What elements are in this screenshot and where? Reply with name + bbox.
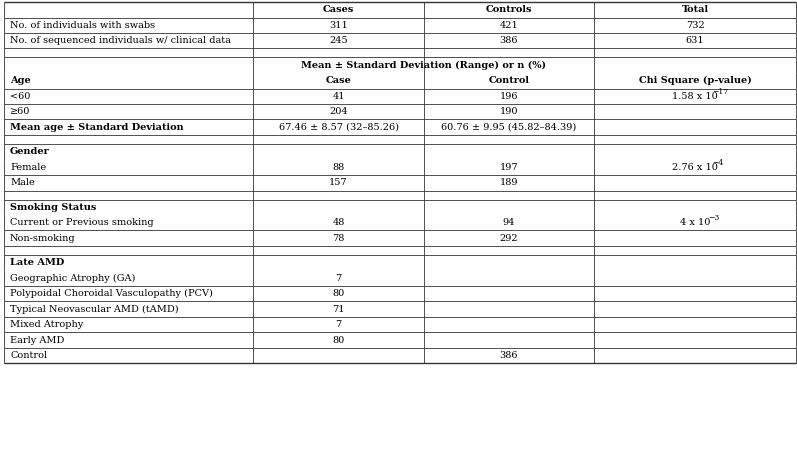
Text: 204: 204 [329, 107, 348, 116]
Text: 245: 245 [329, 36, 348, 45]
Text: 7: 7 [336, 320, 342, 329]
Text: Age: Age [10, 76, 31, 85]
Text: Male: Male [10, 178, 35, 187]
Text: 71: 71 [332, 305, 345, 314]
Text: Controls: Controls [485, 5, 532, 14]
Text: −4: −4 [713, 159, 724, 167]
Text: Non-smoking: Non-smoking [10, 234, 76, 243]
Text: Mixed Atrophy: Mixed Atrophy [10, 320, 83, 329]
Text: 4 x 10: 4 x 10 [680, 218, 710, 227]
Text: <60: <60 [10, 92, 30, 101]
Text: 2.76 x 10: 2.76 x 10 [672, 163, 718, 172]
Text: 386: 386 [500, 36, 518, 45]
Text: Control: Control [489, 76, 529, 85]
Text: Case: Case [326, 76, 351, 85]
Text: 78: 78 [332, 234, 345, 243]
Text: Cases: Cases [323, 5, 355, 14]
Text: 197: 197 [500, 163, 518, 172]
Text: 48: 48 [332, 218, 345, 227]
Text: 1.58 x 10: 1.58 x 10 [672, 92, 718, 101]
Text: 88: 88 [332, 163, 345, 172]
Text: Smoking Status: Smoking Status [10, 203, 96, 212]
Text: 189: 189 [500, 178, 518, 187]
Text: Typical Neovascular AMD (tAMD): Typical Neovascular AMD (tAMD) [10, 304, 179, 314]
Text: 67.46 ± 8.57 (32–85.26): 67.46 ± 8.57 (32–85.26) [279, 123, 398, 132]
Text: Polypoidal Choroidal Vasculopathy (PCV): Polypoidal Choroidal Vasculopathy (PCV) [10, 289, 213, 298]
Text: Late AMD: Late AMD [10, 258, 65, 267]
Text: 386: 386 [500, 351, 518, 360]
Text: Gender: Gender [10, 147, 49, 156]
Text: 94: 94 [503, 218, 515, 227]
Text: No. of individuals with swabs: No. of individuals with swabs [10, 21, 155, 30]
Text: 190: 190 [500, 107, 518, 116]
Text: ≥60: ≥60 [10, 107, 30, 116]
Text: Female: Female [10, 163, 46, 172]
Text: 631: 631 [685, 36, 705, 45]
Text: Current or Previous smoking: Current or Previous smoking [10, 218, 154, 227]
Text: Control: Control [10, 351, 47, 360]
Text: 157: 157 [329, 178, 348, 187]
Text: 80: 80 [332, 336, 345, 345]
Text: Early AMD: Early AMD [10, 336, 65, 345]
Text: 7: 7 [336, 274, 342, 283]
Text: 732: 732 [685, 21, 705, 30]
Text: Chi Square (p-value): Chi Square (p-value) [638, 76, 752, 86]
Text: −3: −3 [709, 214, 720, 222]
Text: Mean ± Standard Deviation (Range) or n (%): Mean ± Standard Deviation (Range) or n (… [301, 61, 546, 70]
Text: 292: 292 [500, 234, 518, 243]
Text: Total: Total [681, 5, 709, 14]
Text: Mean age ± Standard Deviation: Mean age ± Standard Deviation [10, 123, 183, 132]
Text: Geographic Atrophy (GA): Geographic Atrophy (GA) [10, 274, 135, 283]
Text: No. of sequenced individuals w/ clinical data: No. of sequenced individuals w/ clinical… [10, 36, 231, 45]
Text: 41: 41 [332, 92, 345, 101]
Text: 196: 196 [500, 92, 518, 101]
Text: 421: 421 [500, 21, 518, 30]
Text: 311: 311 [329, 21, 348, 30]
Text: 80: 80 [332, 289, 345, 298]
Text: −17: −17 [713, 88, 728, 96]
Text: 60.76 ± 9.95 (45.82–84.39): 60.76 ± 9.95 (45.82–84.39) [442, 123, 576, 132]
